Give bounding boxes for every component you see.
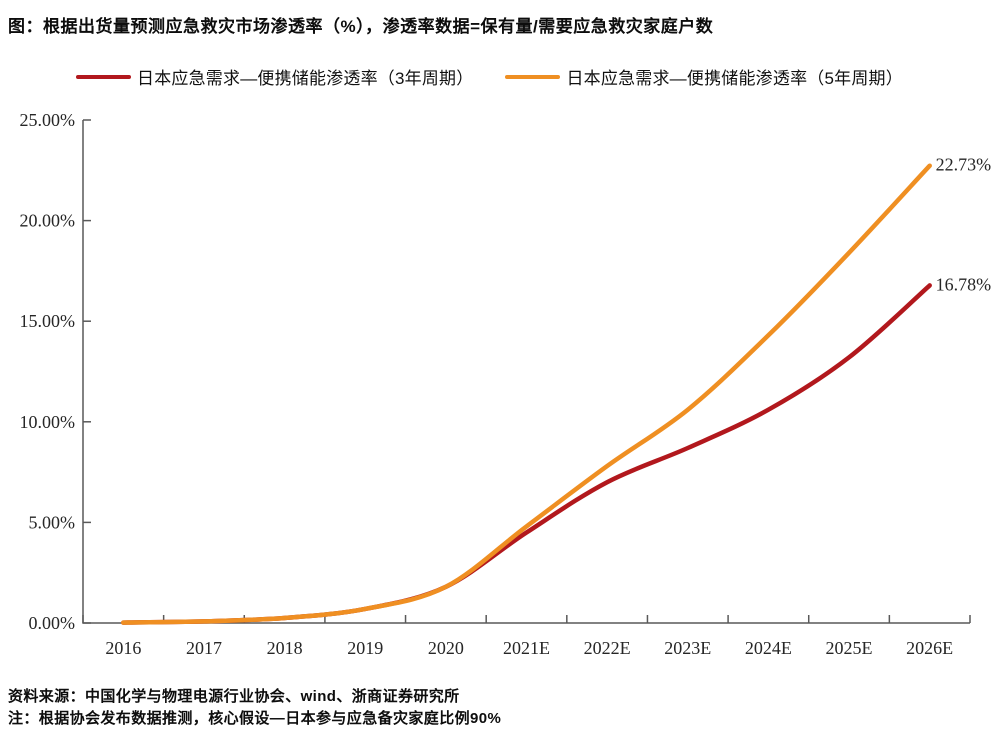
legend-item-3yr: 日本应急需求—便携储能渗透率（3年周期） <box>76 64 473 89</box>
series-line-5yr <box>121 163 932 625</box>
end-label-5yr: 22.73% <box>936 155 992 175</box>
x-tick-label: 2021E <box>503 638 550 658</box>
x-tick-label: 2017 <box>186 638 222 658</box>
x-tick-label: 2020 <box>428 638 464 658</box>
legend-swatch-5yr <box>505 74 561 79</box>
axis-lines <box>82 120 970 624</box>
x-tick-label: 2018 <box>267 638 303 658</box>
legend-item-5yr: 日本应急需求—便携储能渗透率（5年周期） <box>505 64 903 89</box>
x-tick-label: 2025E <box>826 638 873 658</box>
legend-label-3yr: 日本应急需求—便携储能渗透率（3年周期） <box>137 69 474 88</box>
y-tick-label: 25.00% <box>20 110 76 130</box>
x-tick-label: 2022E <box>584 638 631 658</box>
y-tick-label: 5.00% <box>29 512 76 532</box>
y-tick-label: 20.00% <box>20 211 76 231</box>
x-tick-label: 2023E <box>664 638 711 658</box>
y-tick-label: 0.00% <box>29 613 76 633</box>
x-tick-label: 2024E <box>745 638 792 658</box>
chart-canvas: 0.00% 5.00% 10.00% 15.00% 20.00% 25.00% 2016 20… <box>20 110 992 658</box>
y-tick-label: 10.00% <box>20 412 76 432</box>
legend-label-5yr: 日本应急需求—便携储能渗透率（5年周期） <box>566 69 903 88</box>
chart-footer: 资料来源：中国化学与物理电源行业协会、wind、浙商证券研究所 注：根据协会发布… <box>8 686 988 730</box>
x-tick-label: 2016 <box>105 638 141 658</box>
chart-title: 图：根据出货量预测应急救灾市场渗透率（%），渗透率数据=保有量/需要应急救灾家庭… <box>8 17 714 36</box>
legend-swatch-3yr <box>76 74 131 79</box>
end-label-3yr: 16.78% <box>936 274 992 294</box>
y-tick-label: 15.00% <box>20 311 76 331</box>
note-line: 注：根据协会发布数据推测，核心假设—日本参与应急备灾家庭比例90% <box>8 710 502 727</box>
series-line-3yr <box>121 283 932 625</box>
x-tick-label: 2019 <box>347 638 383 658</box>
x-tick-label: 2026E <box>906 638 953 658</box>
chart-legend: 日本应急需求—便携储能渗透率（3年周期） 日本应急需求—便携储能渗透率（5年周期… <box>76 64 903 89</box>
source-line: 资料来源：中国化学与物理电源行业协会、wind、浙商证券研究所 <box>8 688 460 705</box>
